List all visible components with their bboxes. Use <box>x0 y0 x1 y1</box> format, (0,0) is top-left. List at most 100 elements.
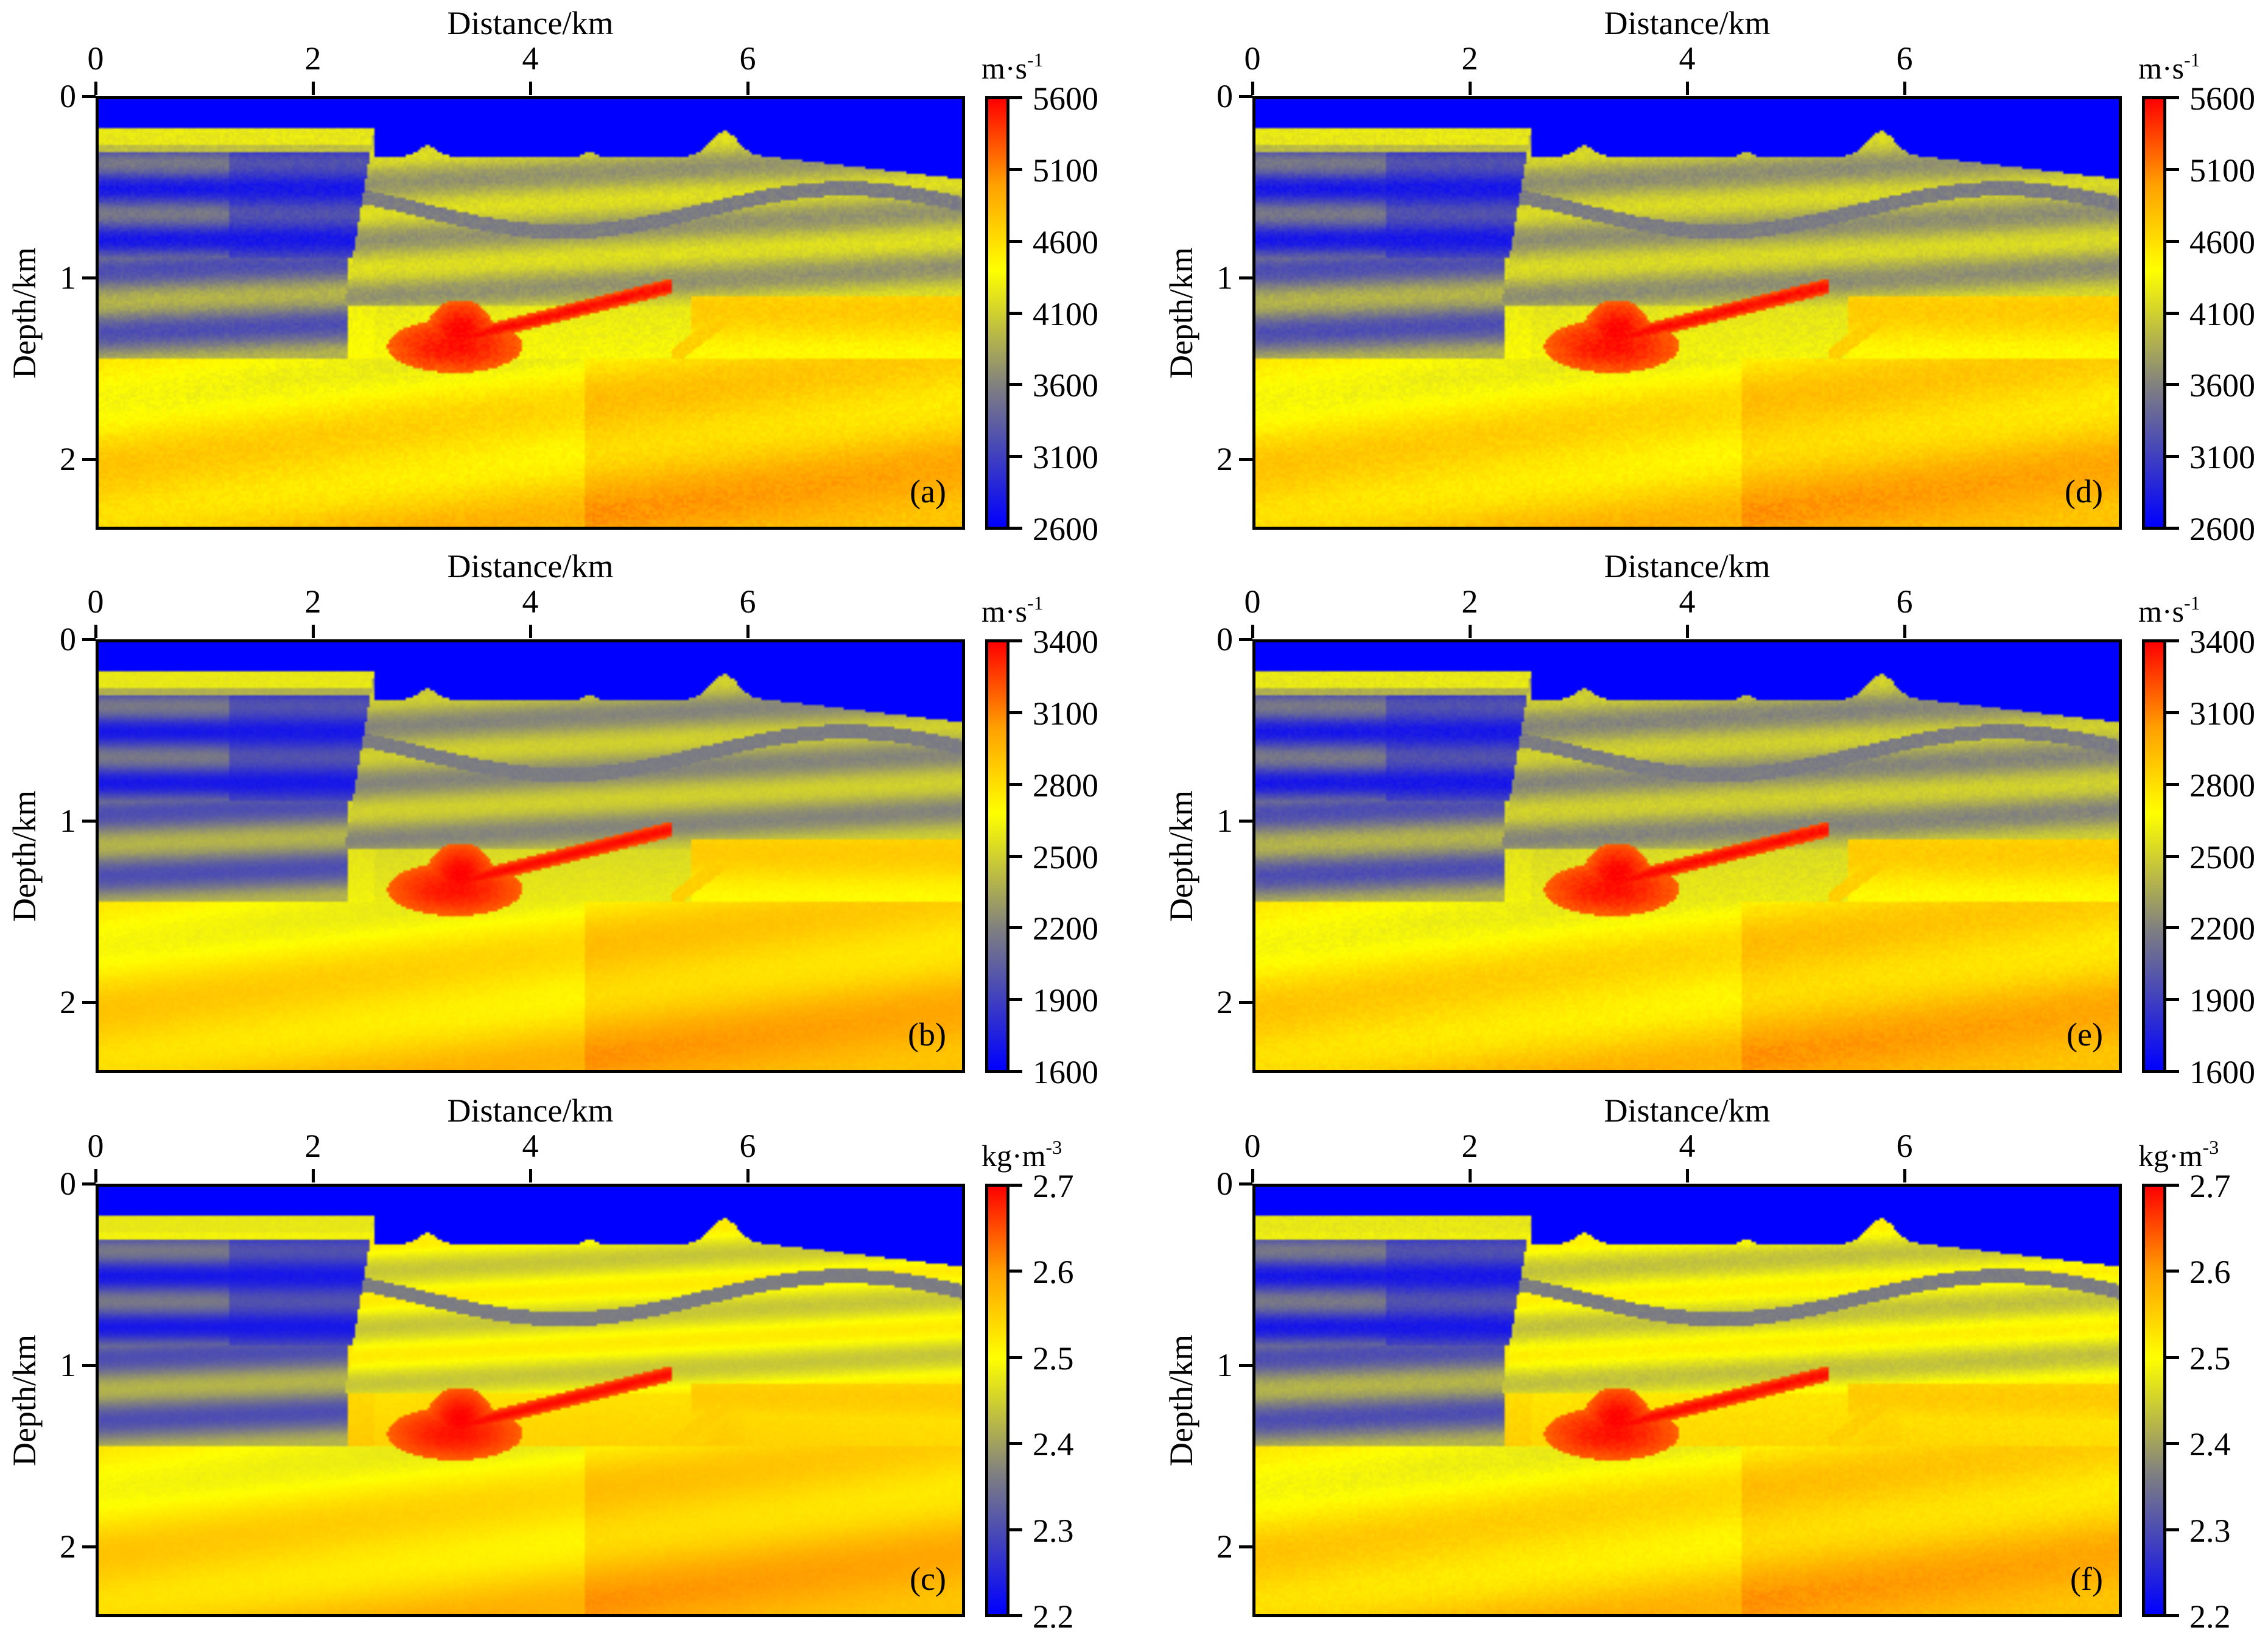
panel-e: Distance/km 0 2 4 6 0 1 2 Depth/km (e) m·s-1 3400 31… <box>1157 548 2268 1091</box>
colorbar <box>985 96 1009 530</box>
colorbar-tick-label: 1900 <box>1033 982 1098 1019</box>
colorbar-tick <box>1008 96 1022 99</box>
colorbar-tick-label: 2.2 <box>2189 1598 2231 1635</box>
colorbar-unit-exponent: -1 <box>1027 49 1044 71</box>
colorbar-unit-base: kg·m <box>2138 1139 2203 1173</box>
y-tick-label: 1 <box>1217 1346 1233 1383</box>
colorbar-gradient <box>2145 1187 2163 1614</box>
y-tick <box>82 819 96 823</box>
y-tick <box>1239 1182 1252 1186</box>
y-tick <box>82 457 96 461</box>
x-tick-label: 6 <box>739 1128 756 1164</box>
colorbar-tick <box>1008 711 1022 714</box>
heatmap-image <box>1255 99 2119 527</box>
colorbar-tick-label: 2.3 <box>1033 1512 1074 1549</box>
y-tick <box>82 1000 96 1004</box>
y-axis-title: Depth/km <box>6 790 43 922</box>
colorbar-tick-label: 5100 <box>1033 152 1098 189</box>
heatmap-image <box>1255 1187 2119 1614</box>
y-tick-label: 2 <box>60 440 76 477</box>
colorbar-tick <box>2164 96 2179 99</box>
x-axis-title: Distance/km <box>447 548 614 585</box>
colorbar-tick-label: 3100 <box>2189 439 2255 476</box>
colorbar-unit-exponent: -3 <box>1045 1136 1062 1158</box>
colorbar-unit: m·s-1 <box>981 49 1044 85</box>
x-tick-label: 6 <box>739 40 756 77</box>
heatmap-plot: (d) <box>1252 96 2122 530</box>
colorbar-tick <box>1008 311 1022 315</box>
colorbar-gradient <box>988 1187 1006 1614</box>
x-tick <box>1903 82 1906 95</box>
colorbar-unit: kg·m-3 <box>2138 1136 2219 1173</box>
heatmap-plot: (f) <box>1252 1184 2122 1617</box>
x-tick <box>529 625 532 638</box>
colorbar-tick-label: 1900 <box>2189 982 2255 1019</box>
colorbar <box>2142 1184 2166 1617</box>
y-tick <box>1239 638 1252 641</box>
x-tick <box>312 1169 315 1182</box>
colorbar-unit-base: m·s <box>2138 594 2184 628</box>
colorbar-tick-label: 4100 <box>1033 295 1098 332</box>
x-tick <box>529 82 532 95</box>
y-axis-title: Depth/km <box>6 247 43 379</box>
colorbar-tick <box>2164 1355 2179 1359</box>
colorbar-tick <box>1008 239 1022 243</box>
x-tick <box>94 1169 97 1182</box>
x-tick <box>1903 625 1906 638</box>
y-tick <box>1239 276 1252 279</box>
colorbar-tick-label: 3600 <box>1033 367 1098 404</box>
x-tick <box>1251 625 1254 638</box>
y-tick-label: 1 <box>60 259 76 296</box>
colorbar-tick <box>2164 926 2179 930</box>
heatmap-image <box>99 1187 962 1614</box>
x-tick <box>1251 82 1254 95</box>
x-tick-label: 6 <box>1896 583 1913 620</box>
x-tick-label: 6 <box>1896 1128 1913 1164</box>
colorbar-tick <box>2164 455 2179 458</box>
colorbar-tick-label: 3400 <box>1033 624 1098 660</box>
x-axis-title: Distance/km <box>447 5 614 41</box>
colorbar-gradient <box>2145 99 2163 527</box>
colorbar-tick-label: 2800 <box>1033 767 1098 804</box>
x-tick-label: 2 <box>304 40 321 77</box>
colorbar-tick-label: 2500 <box>1033 838 1098 876</box>
x-tick-label: 0 <box>87 583 104 620</box>
heatmap-image <box>99 99 962 527</box>
y-tick-label: 0 <box>60 621 76 658</box>
colorbar-unit-exponent: -3 <box>2202 1136 2219 1158</box>
colorbar-tick <box>1008 383 1022 387</box>
x-tick-label: 2 <box>1461 583 1478 620</box>
y-axis-title: Depth/km <box>1163 1335 1199 1466</box>
colorbar-tick-label: 4600 <box>1033 223 1098 261</box>
panel-b: Distance/km 0 2 4 6 0 1 2 Depth/km (b) m·s-1 3400 31… <box>0 548 1126 1091</box>
heatmap-image <box>1255 642 2119 1070</box>
colorbar-tick-label: 2.5 <box>2189 1340 2231 1377</box>
x-tick <box>1469 82 1472 95</box>
y-tick <box>1239 457 1252 461</box>
colorbar-tick-label: 2.5 <box>1033 1340 1074 1377</box>
x-tick-label: 0 <box>1244 1128 1261 1164</box>
y-tick <box>1239 819 1252 823</box>
colorbar-tick-label: 3400 <box>2189 624 2255 660</box>
x-tick-label: 0 <box>1244 40 1261 77</box>
colorbar-tick-label: 5600 <box>1033 80 1098 117</box>
colorbar-tick <box>2164 782 2179 786</box>
colorbar-gradient <box>988 642 1006 1070</box>
panel-a: Distance/km 0 2 4 6 0 1 2 Depth/km (a) m·s-1 5600 51… <box>0 5 1126 547</box>
colorbar-tick <box>1008 854 1022 858</box>
x-tick-label: 4 <box>522 40 539 77</box>
x-axis-title: Distance/km <box>1604 548 1771 585</box>
colorbar-tick <box>1008 527 1022 530</box>
x-tick <box>1903 1169 1906 1182</box>
x-tick <box>312 82 315 95</box>
colorbar-tick-label: 1600 <box>1033 1054 1098 1091</box>
x-tick-label: 4 <box>1679 583 1696 620</box>
colorbar-tick-label: 3100 <box>1033 695 1098 732</box>
colorbar-tick-label: 5100 <box>2189 152 2255 189</box>
x-tick <box>94 625 97 638</box>
y-tick-label: 2 <box>1217 440 1233 477</box>
x-tick <box>746 1169 750 1182</box>
colorbar-tick <box>2164 711 2179 714</box>
colorbar-tick-label: 2.6 <box>2189 1254 2231 1291</box>
y-tick-label: 0 <box>1217 1165 1233 1202</box>
